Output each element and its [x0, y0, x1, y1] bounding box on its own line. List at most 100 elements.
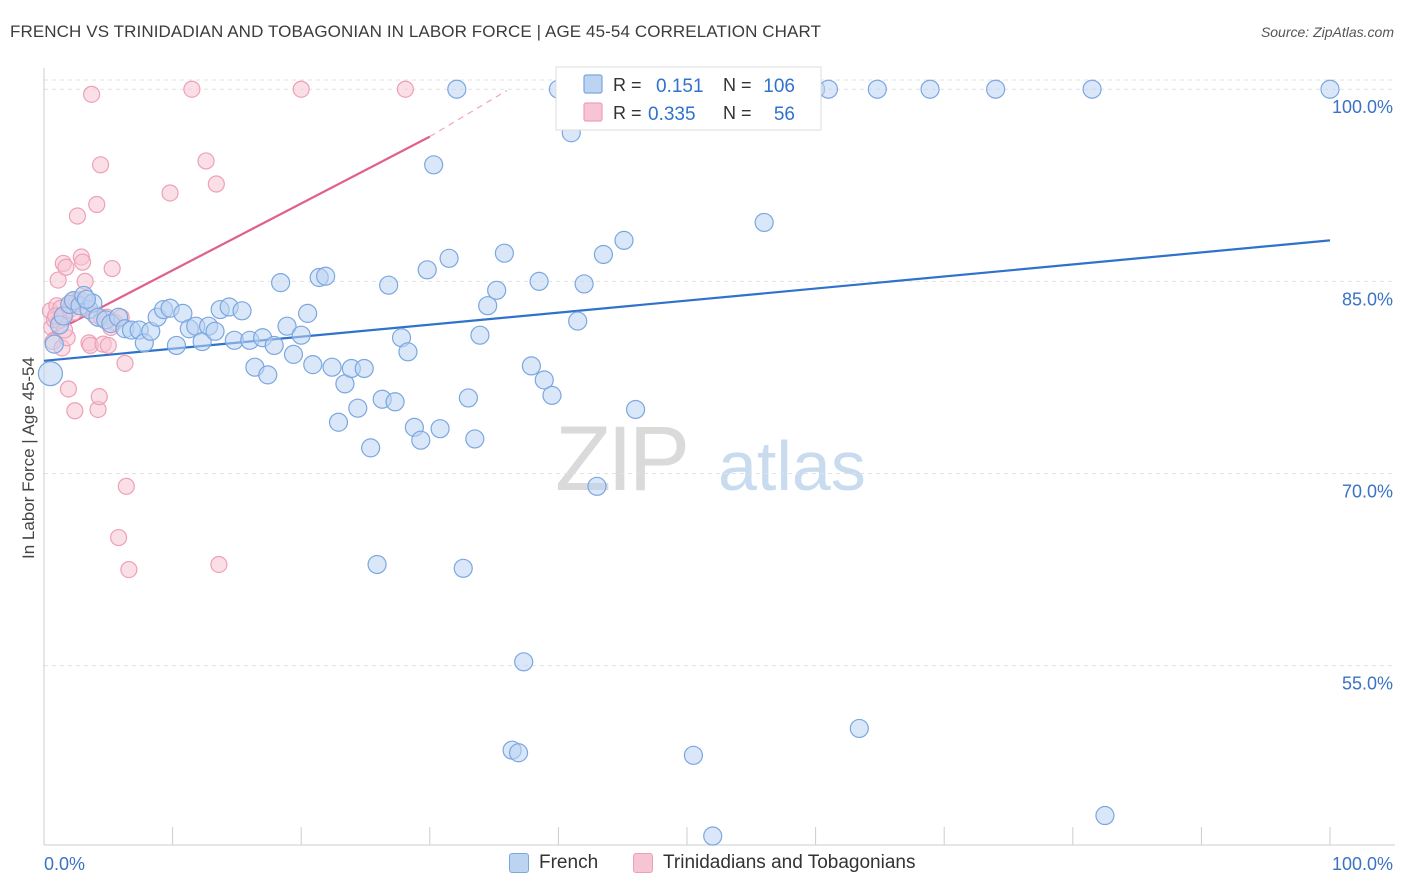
- data-point-trinidadian: [183, 80, 201, 98]
- trendline-trinidadian-extension: [429, 89, 508, 138]
- data-point-trinidadian: [59, 380, 78, 398]
- stats-swatch-french: [583, 74, 603, 94]
- x-tick-labels: 0.0% 100.0%: [44, 854, 1393, 874]
- data-point-trinidadian: [161, 184, 179, 202]
- legend-swatch-trinidadian: [633, 853, 653, 873]
- data-point-french: [76, 289, 97, 309]
- legend-item-french[interactable]: French: [509, 852, 598, 874]
- legend-item-trinidadian[interactable]: Trinidadians and Tobagonians: [633, 852, 915, 874]
- data-point-french: [754, 212, 774, 233]
- data-point-french: [166, 335, 187, 356]
- data-point-french: [361, 438, 381, 458]
- data-point-french: [849, 718, 869, 739]
- stats-legend: R = 0.151 N = 106 R = 0.335 N = 56: [555, 66, 822, 131]
- data-point-french: [920, 79, 940, 99]
- data-point-trinidadian: [82, 85, 101, 103]
- data-point-french: [264, 335, 284, 356]
- stats-r-value-french: 0.151: [656, 76, 704, 97]
- chart-source: Source: ZipAtlas.com: [1260, 24, 1394, 40]
- series-trinidadian-points: [41, 80, 414, 579]
- data-point-trinidadian: [90, 388, 108, 406]
- data-point-french: [298, 303, 318, 323]
- data-point-french: [447, 79, 467, 99]
- chart-title: FRENCH VS TRINIDADIAN AND TOBAGONIAN IN …: [10, 22, 822, 41]
- data-point-trinidadian: [207, 175, 225, 193]
- legend-label-french: French: [539, 852, 599, 873]
- data-point-french: [465, 429, 485, 449]
- legend-swatch-french: [509, 853, 529, 873]
- data-point-french: [258, 365, 278, 385]
- data-point-french: [398, 342, 418, 362]
- data-point-french: [348, 398, 368, 418]
- data-point-trinidadian: [120, 560, 138, 579]
- data-point-french: [430, 419, 450, 439]
- y-tick-label: 85.0%: [1342, 289, 1393, 309]
- data-point-french: [521, 356, 541, 376]
- data-point-french: [529, 271, 549, 291]
- data-point-french: [508, 743, 529, 763]
- data-point-french: [487, 280, 507, 300]
- data-point-french: [453, 558, 473, 578]
- y-tick-label: 55.0%: [1342, 674, 1393, 694]
- watermark: ZIP atlas: [555, 408, 866, 510]
- data-point-french: [328, 412, 349, 432]
- data-point-trinidadian: [73, 253, 92, 271]
- series-legend: French Trinidadians and Tobagonians: [0, 852, 1406, 878]
- data-point-french: [587, 476, 607, 496]
- data-point-french: [417, 260, 437, 280]
- x-tick-label-min: 0.0%: [44, 854, 85, 874]
- data-point-trinidadian: [57, 258, 75, 276]
- legend-label-trinidadian: Trinidadians and Tobagonians: [663, 852, 916, 873]
- data-point-french: [986, 79, 1006, 99]
- stats-n-value-trinidadian: 56: [774, 104, 795, 125]
- data-point-trinidadian: [99, 336, 117, 355]
- data-point-trinidadian: [68, 207, 87, 225]
- data-point-french: [37, 360, 64, 387]
- data-point-french: [458, 388, 478, 408]
- data-point-trinidadian: [117, 477, 135, 495]
- data-point-french: [494, 243, 514, 263]
- data-point-french: [625, 399, 646, 420]
- data-point-french: [470, 325, 490, 345]
- stats-r-value-trinidadian: 0.335: [648, 104, 696, 125]
- x-tick-label-max: 100.0%: [1332, 854, 1393, 874]
- data-point-french: [534, 370, 554, 390]
- trendline-trinidadian: [47, 135, 431, 337]
- data-point-french: [303, 355, 323, 375]
- data-point-french: [703, 826, 723, 846]
- data-point-french: [367, 554, 387, 575]
- data-point-french: [514, 652, 534, 672]
- stats-r-label-2: R =: [613, 103, 642, 123]
- data-point-trinidadian: [292, 80, 310, 98]
- data-point-trinidadian: [210, 555, 228, 574]
- data-point-trinidadian: [109, 528, 128, 547]
- stats-r-label-1: R =: [613, 75, 642, 95]
- data-point-french: [271, 273, 291, 293]
- data-point-trinidadian: [197, 152, 215, 170]
- gridlines: [44, 79, 1395, 667]
- y-tick-labels: 55.0% 70.0% 85.0% 100.0%: [1332, 97, 1393, 693]
- data-point-trinidadian: [396, 80, 414, 98]
- data-point-french: [316, 266, 336, 286]
- data-point-trinidadian: [91, 156, 110, 174]
- data-point-trinidadian: [88, 195, 106, 214]
- data-point-french: [568, 311, 588, 331]
- data-point-french: [354, 358, 374, 379]
- data-point-french: [44, 334, 64, 354]
- stats-swatch-trinidadian: [583, 102, 603, 122]
- data-point-french: [322, 357, 342, 377]
- y-axis-label: In Labor Force | Age 45-54: [19, 357, 38, 559]
- data-point-french: [683, 745, 704, 765]
- data-point-french: [1082, 79, 1102, 99]
- trend-lines: [43, 89, 1331, 362]
- series-french-points: [37, 79, 1340, 846]
- axes: [43, 68, 1395, 846]
- stats-n-label-2: N =: [723, 103, 752, 123]
- stats-n-value-french: 106: [763, 76, 795, 97]
- data-point-french: [291, 325, 311, 345]
- data-point-trinidadian: [103, 259, 121, 278]
- data-point-french: [593, 244, 614, 265]
- data-point-french: [818, 79, 839, 99]
- data-point-french: [439, 248, 459, 268]
